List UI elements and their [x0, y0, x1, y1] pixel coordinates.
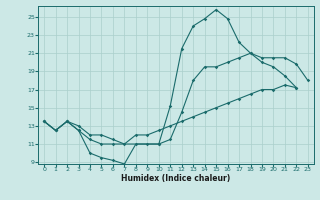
X-axis label: Humidex (Indice chaleur): Humidex (Indice chaleur)	[121, 174, 231, 183]
